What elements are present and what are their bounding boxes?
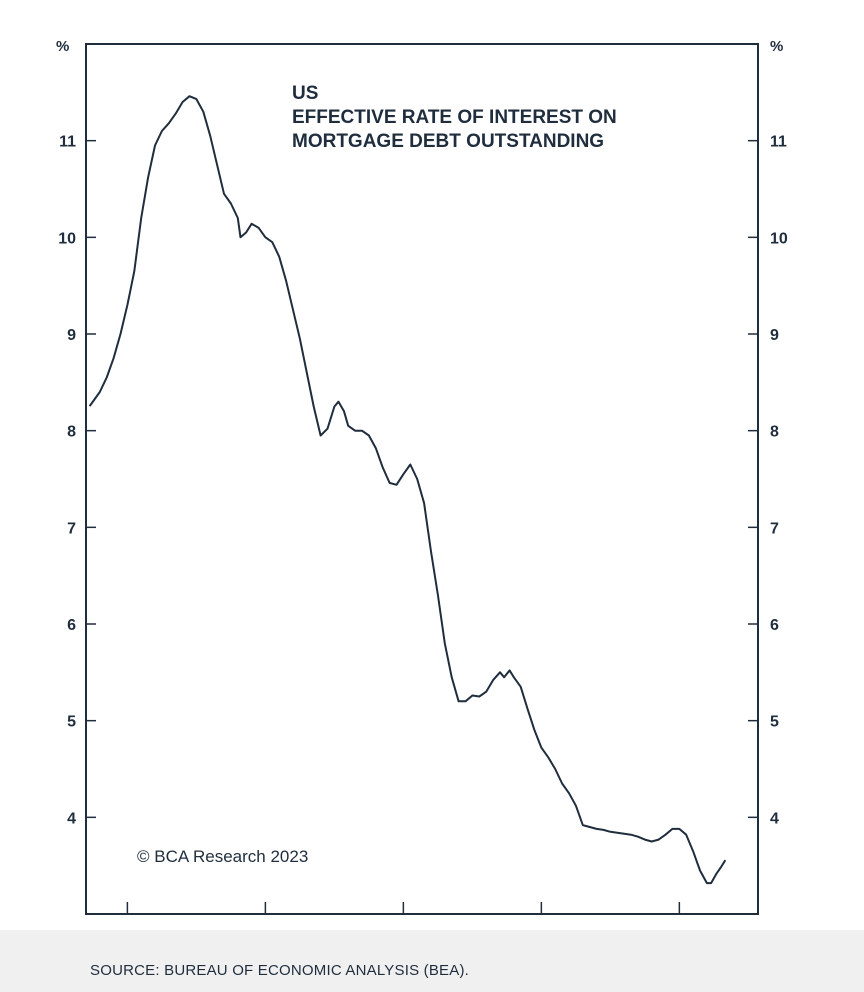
mortgage-rate-line <box>89 95 726 885</box>
y-tick-label-right: 7 <box>770 520 779 537</box>
y-tick-label-right: 5 <box>770 714 779 731</box>
y-tick-label-right: 9 <box>770 327 779 344</box>
y-tick-label-left: 10 <box>58 230 76 247</box>
y-tick-label-right: 6 <box>770 617 779 634</box>
y-tick-label-left: 6 <box>67 617 76 634</box>
footer-band <box>0 930 864 992</box>
chart-title: US EFFECTIVE RATE OF INTEREST ON MORTGAG… <box>292 83 617 152</box>
y-tick-label-right: 4 <box>770 810 779 827</box>
source-note: SOURCE: BUREAU OF ECONOMIC ANALYSIS (BEA… <box>90 962 470 979</box>
title-line-3: MORTGAGE DEBT OUTSTANDING <box>292 131 604 152</box>
left-unit-label: % <box>56 38 69 55</box>
right-unit-label: % <box>770 38 783 55</box>
y-tick-label-left: 5 <box>67 714 76 731</box>
axis-ticks: 44556677889910101111809020001020 <box>58 134 788 953</box>
y-tick-label-left: 11 <box>59 134 76 151</box>
y-tick-label-left: 9 <box>67 327 76 344</box>
y-tick-label-left: 8 <box>67 424 76 441</box>
series-layer <box>89 95 726 885</box>
y-tick-label-left: 4 <box>67 810 76 827</box>
y-tick-label-left: 7 <box>67 520 76 537</box>
y-tick-label-right: 10 <box>770 230 788 247</box>
y-tick-label-right: 8 <box>770 424 779 441</box>
title-line-2: EFFECTIVE RATE OF INTEREST ON <box>292 107 617 128</box>
y-tick-label-right: 11 <box>770 134 787 151</box>
plot-frame <box>85 43 759 915</box>
title-line-1: US <box>292 83 318 104</box>
copyright-notice: © BCA Research 2023 <box>137 847 308 866</box>
